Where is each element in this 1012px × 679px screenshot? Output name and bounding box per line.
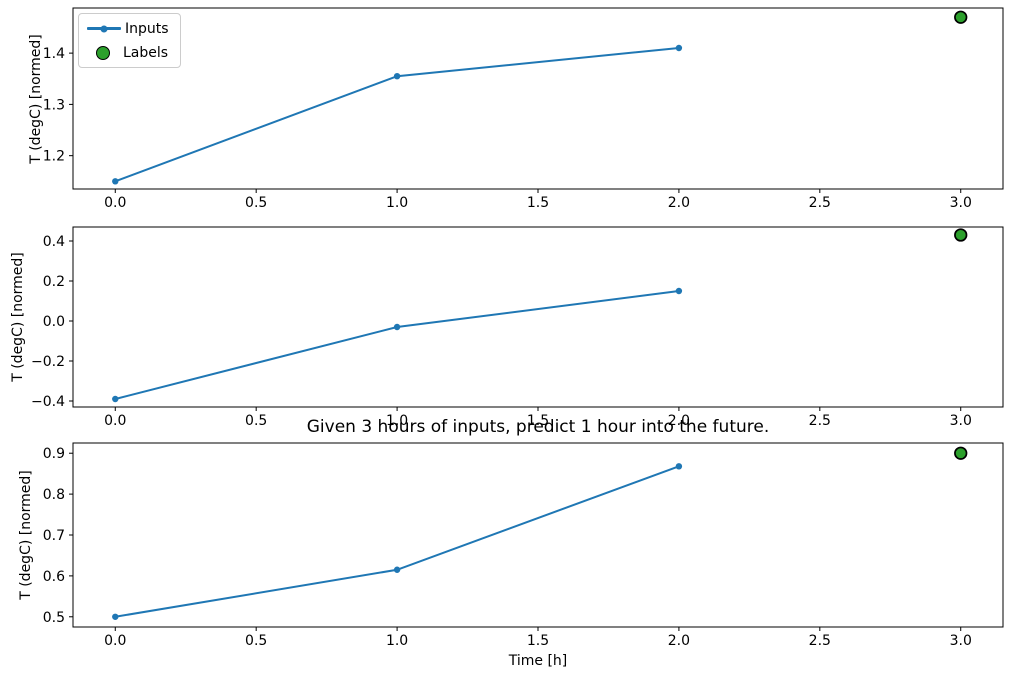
inputs-point-marker [393,72,401,80]
x-tick-label: 1.0 [386,633,408,649]
x-tick-label: 0.5 [245,413,267,429]
y-tick-label: 1.3 [43,97,65,113]
inputs-point-marker [112,613,119,620]
y-tick-label: −0.4 [31,394,65,410]
labels-circle-swatch [96,45,110,60]
x-tick-label: 2.5 [809,195,831,211]
x-tick-label: 3.0 [950,195,972,211]
y-tick-label: 0.7 [43,528,65,544]
labels-point-marker [954,10,968,24]
legend-item-inputs: Inputs [87,18,169,39]
x-tick-label: 0.5 [245,633,267,649]
legend-label-inputs: Inputs [125,20,169,37]
y-tick-label: 1.2 [43,149,65,165]
inputs-line [114,46,680,183]
x-tick-label: 1.0 [386,413,408,429]
x-tick-label: 0.5 [245,195,267,211]
inputs-dot-icon [100,25,108,32]
y-tick-label: −0.2 [31,354,65,370]
y-tick-label: 0.9 [43,446,65,462]
y-tick-label: 1.4 [43,46,65,62]
inputs-point-marker [675,287,683,295]
y-axis-label-subplot1: T (degC) [normed] [28,34,44,164]
x-tick-label: 1.5 [527,195,549,211]
x-tick-label: 2.5 [809,413,831,429]
y-axis-label-subplot2: T (degC) [normed] [10,252,26,382]
legend: Inputs Labels [78,13,181,68]
y-tick-label: 0.0 [43,314,65,330]
x-tick-label: 2.0 [668,195,690,211]
x-tick-label: 1.5 [527,413,549,429]
x-tick-label: 2.5 [809,633,831,649]
inputs-point-marker [675,44,683,52]
x-tick-label: 0.0 [104,413,126,429]
labels-point-marker [954,446,968,460]
y-tick-label: 0.6 [43,569,65,585]
x-tick-label: 0.0 [104,195,126,211]
legend-label-labels: Labels [123,44,169,61]
axes-border [72,7,1004,190]
y-tick-label: 0.8 [43,487,65,503]
x-axis-label: Time [h] [508,653,568,669]
inputs-line [114,290,680,400]
x-tick-label: 3.0 [950,633,972,649]
x-tick-label: 3.0 [950,413,972,429]
x-tick-label: 1.0 [386,195,408,211]
y-tick-label: 0.2 [43,274,65,290]
inputs-line [114,465,680,618]
inputs-line-swatch [87,25,121,32]
x-tick-label: 0.0 [104,633,126,649]
inputs-point-marker [393,323,401,331]
inputs-point-marker [393,566,401,573]
inputs-point-marker [675,463,683,470]
inputs-point-marker [112,395,119,403]
inputs-point-marker [112,178,119,185]
y-tick-label: 0.4 [43,234,65,250]
y-axis-label-subplot3: T (degC) [normed] [18,470,34,600]
x-tick-label: 2.0 [668,413,690,429]
labels-point-marker [954,228,968,242]
axes-border [72,226,1004,408]
x-tick-label: 1.5 [527,633,549,649]
y-tick-label: 0.5 [43,610,65,626]
axes-border [72,442,1004,628]
legend-item-labels: Labels [87,42,169,63]
x-tick-label: 2.0 [668,633,690,649]
